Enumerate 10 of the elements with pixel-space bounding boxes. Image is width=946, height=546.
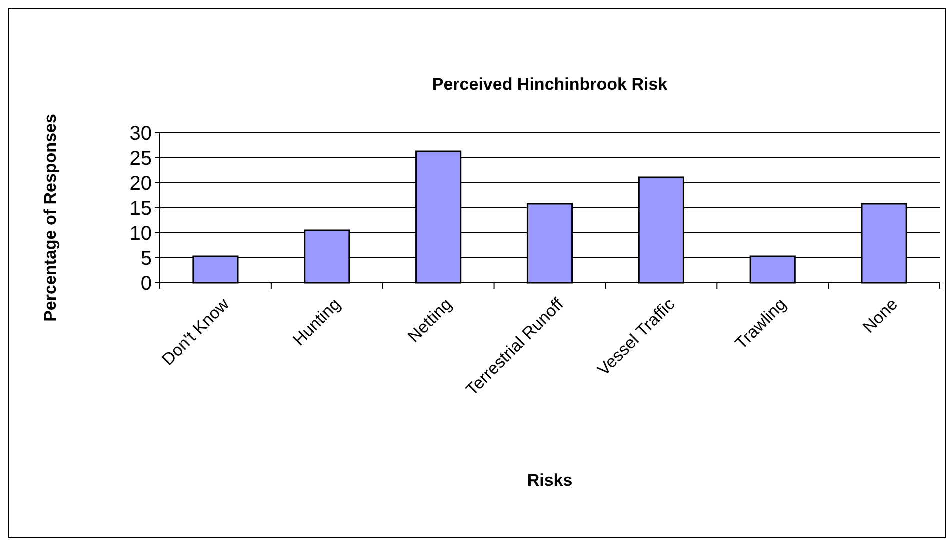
y-tick-label: 30 bbox=[130, 123, 152, 145]
y-tick-label: 0 bbox=[140, 273, 152, 295]
y-tick-label: 5 bbox=[140, 248, 152, 270]
y-axis-title: Percentage of Responses bbox=[41, 114, 60, 322]
y-tick-label: 20 bbox=[130, 173, 152, 195]
y-tick-label: 25 bbox=[130, 148, 152, 170]
y-tick-label: 15 bbox=[130, 198, 152, 220]
x-axis-title: Risks bbox=[527, 471, 573, 490]
y-tick-label: 10 bbox=[130, 223, 152, 245]
chart-title: Perceived Hinchinbrook Risk bbox=[432, 75, 668, 94]
